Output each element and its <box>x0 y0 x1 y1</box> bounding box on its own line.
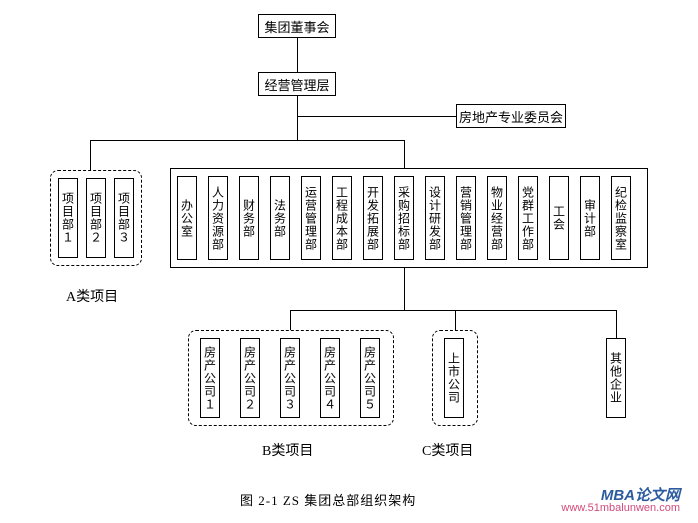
drop-to-other <box>616 310 617 338</box>
dept-6: 工程成本部 <box>332 176 352 260</box>
footer-url: www.51mbalunwen.com <box>561 502 680 514</box>
committee-box: 房地产专业委员会 <box>456 104 566 128</box>
dept-11: 物业经营部 <box>487 176 507 260</box>
board-box: 集团董事会 <box>258 14 336 38</box>
dept-8: 采购招标部 <box>394 176 414 260</box>
dept-15: 纪检监察室 <box>611 176 631 260</box>
dept-12: 党群工作部 <box>518 176 538 260</box>
drop-to-groupA <box>90 140 91 170</box>
b-item-4: 房产公司４ <box>320 338 340 418</box>
dept-14: 审计部 <box>580 176 600 260</box>
mgmt-label: 经营管理层 <box>264 75 329 94</box>
dept-4: 法务部 <box>270 176 290 260</box>
committee-label: 房地产专业委员会 <box>459 107 563 126</box>
b-item-5: 房产公司５ <box>360 338 380 418</box>
conn-mgmt-committee <box>297 116 456 117</box>
b-item-3: 房产公司３ <box>280 338 300 418</box>
a-item-3: 项目部３ <box>114 178 134 258</box>
dept-9: 设计研发部 <box>425 176 445 260</box>
mgmt-box: 经营管理层 <box>258 72 336 96</box>
drop-to-b <box>290 310 291 330</box>
drop-to-depts <box>404 140 405 168</box>
group-b-label: B类项目 <box>262 440 313 460</box>
figure-caption: 图 2-1 ZS 集团总部组织架构 <box>240 490 416 509</box>
conn-dept-down <box>404 268 405 310</box>
b-item-2: 房产公司２ <box>240 338 260 418</box>
conn-board-mgmt <box>297 38 298 72</box>
b-item-1: 房产公司１ <box>200 338 220 418</box>
dept-5: 运营管理部 <box>301 176 321 260</box>
dept-10: 营销管理部 <box>456 176 476 260</box>
hbar-level2 <box>290 310 616 311</box>
drop-to-c <box>455 310 456 330</box>
dept-1: 办公室 <box>177 176 197 260</box>
group-a-label: A类项目 <box>66 286 118 306</box>
a-item-1: 项目部１ <box>58 178 78 258</box>
a-item-2: 项目部２ <box>86 178 106 258</box>
group-c-label: C类项目 <box>422 440 473 460</box>
board-label: 集团董事会 <box>264 17 329 36</box>
dept-3: 财务部 <box>239 176 259 260</box>
dept-2: 人力资源部 <box>208 176 228 260</box>
dept-7: 开发拓展部 <box>363 176 383 260</box>
hbar-level1 <box>90 140 404 141</box>
other-box: 其他企业 <box>606 338 626 418</box>
conn-mgmt-down <box>297 96 298 140</box>
c-item-1: 上市公司 <box>444 338 464 418</box>
dept-13: 工会 <box>549 176 569 260</box>
